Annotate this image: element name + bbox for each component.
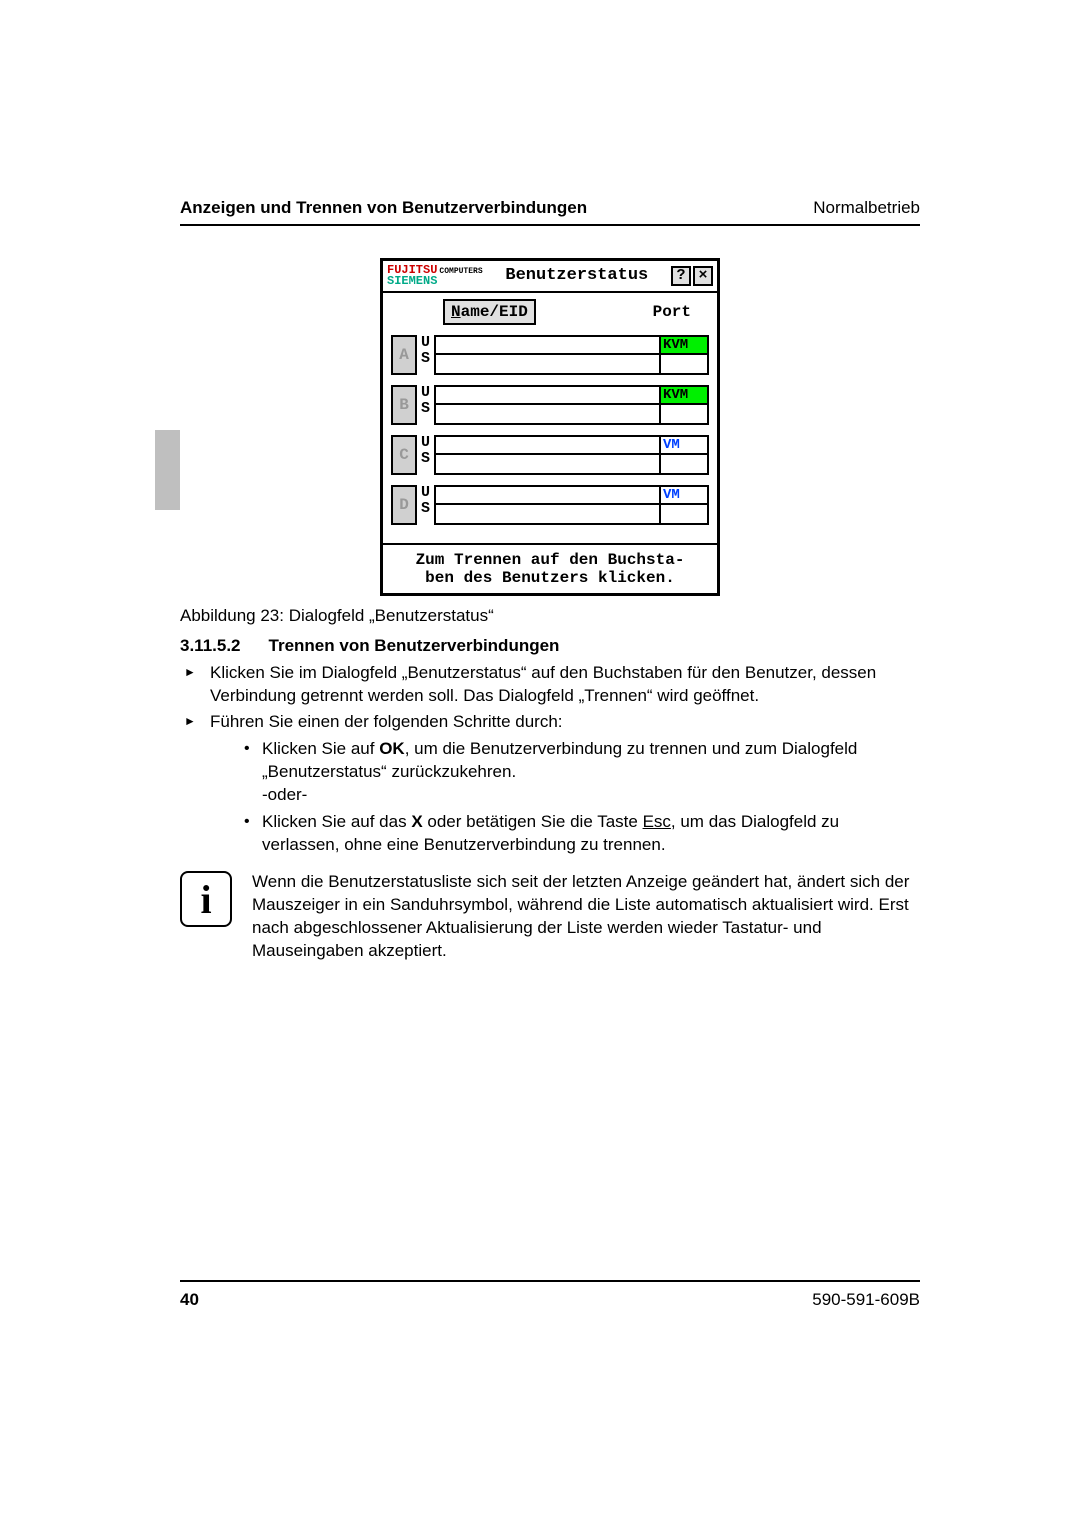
user-letter-badge[interactable]: C	[391, 435, 417, 475]
user-row: CUS VM	[391, 435, 709, 475]
user-row: DUS VM	[391, 485, 709, 525]
us-labels: US	[421, 385, 430, 425]
doc-number: 590-591-609B	[812, 1290, 920, 1310]
step-2a: Klicken Sie auf OK, um die Benutzerverbi…	[240, 738, 920, 807]
name-cells	[434, 485, 661, 525]
header-left: Anzeigen und Trennen von Benutzerverbind…	[180, 198, 587, 218]
port-cells: KVM	[661, 335, 709, 375]
name-cells	[434, 385, 661, 425]
user-row: AUS KVM	[391, 335, 709, 375]
user-letter-badge[interactable]: B	[391, 385, 417, 425]
user-letter-badge[interactable]: D	[391, 485, 417, 525]
us-labels: US	[421, 435, 430, 475]
dialog-title: Benutzerstatus	[505, 266, 648, 285]
dialog-body: AUSKVMBUSKVMCUSVMDUSVM	[383, 331, 717, 543]
close-button[interactable]: ×	[693, 266, 713, 286]
user-letter-badge[interactable]: A	[391, 335, 417, 375]
brand-logo: FUJITSUCOMPUTERS SIEMENS	[387, 265, 483, 287]
step-2b: Klicken Sie auf das X oder betätigen Sie…	[240, 811, 920, 857]
dialog-column-header: Name/EID Port	[383, 293, 717, 331]
user-status-dialog: FUJITSUCOMPUTERS SIEMENS Benutzerstatus …	[380, 258, 720, 596]
name-cells	[434, 435, 661, 475]
footer-rule	[180, 1280, 920, 1282]
step-1: Klicken Sie im Dialogfeld „Benutzerstatu…	[180, 662, 920, 708]
help-button[interactable]: ?	[671, 266, 691, 286]
steps-list: Klicken Sie im Dialogfeld „Benutzerstatu…	[180, 662, 920, 858]
page-header: Anzeigen und Trennen von Benutzerverbind…	[180, 198, 920, 224]
section-title: 3.11.5.2Trennen von Benutzerverbindungen	[180, 636, 920, 656]
info-icon: i	[180, 871, 232, 927]
us-labels: US	[421, 485, 430, 525]
page-content: Anzeigen und Trennen von Benutzerverbind…	[180, 198, 920, 963]
page-number: 40	[180, 1290, 199, 1310]
header-right: Normalbetrieb	[813, 198, 920, 218]
name-cells	[434, 335, 661, 375]
header-rule	[180, 224, 920, 226]
oder-text: -oder-	[262, 784, 920, 807]
dialog-footer: Zum Trennen auf den Buchsta- ben des Ben…	[383, 543, 717, 593]
us-labels: US	[421, 335, 430, 375]
name-eid-button[interactable]: Name/EID	[443, 299, 536, 325]
dialog-titlebar: FUJITSUCOMPUTERS SIEMENS Benutzerstatus …	[383, 261, 717, 291]
port-cells: VM	[661, 485, 709, 525]
port-cells: KVM	[661, 385, 709, 425]
port-column-label: Port	[653, 303, 709, 321]
step-2: Führen Sie einen der folgenden Schritte …	[180, 711, 920, 857]
info-text: Wenn die Benutzerstatusliste sich seit d…	[252, 871, 920, 963]
port-cells: VM	[661, 435, 709, 475]
page-footer: 40 590-591-609B	[180, 1280, 920, 1310]
figure-caption: Abbildung 23: Dialogfeld „Benutzerstatus…	[180, 606, 920, 626]
user-row: BUS KVM	[391, 385, 709, 425]
info-block: i Wenn die Benutzerstatusliste sich seit…	[180, 871, 920, 963]
page-side-tab	[155, 430, 180, 510]
